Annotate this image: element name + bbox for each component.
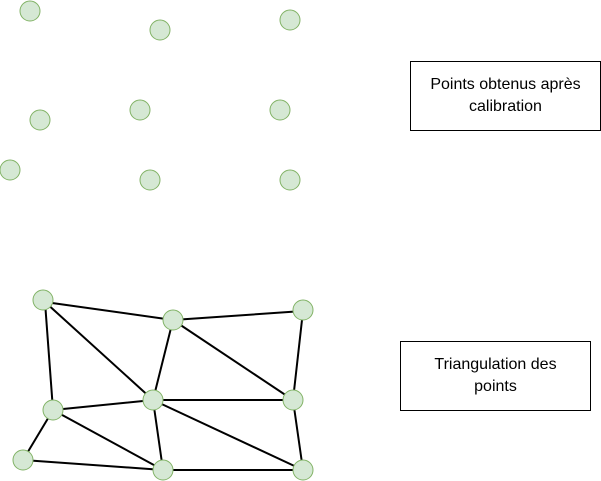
triangulation-edge-7 [292,310,304,401]
triangulation-point-4 [42,399,64,421]
triangulation-edge-3 [44,301,54,411]
calibration-point-6 [269,99,291,121]
triangulation-label-line2: points [474,378,517,395]
calibration-points [0,0,301,191]
calibration-label: Points obtenus après calibration [430,74,580,118]
triangulation-edge-6 [172,319,294,401]
calibration-point-5 [129,99,151,121]
triangulation-point-7 [12,449,34,471]
triangulation-point-1 [32,289,54,311]
triangulation-point-2 [162,309,184,331]
calibration-point-7 [0,159,21,181]
calibration-point-9 [279,169,301,191]
triangulation-edge-8 [52,399,154,411]
calibration-label-line1: Points obtenus après [430,76,581,93]
triangulation-point-9 [292,459,314,481]
triangulation-edge-2 [172,310,304,321]
triangulation-edge-14 [292,399,304,471]
triangulation-label-box: Triangulation des points [400,341,591,411]
triangulation-point-5 [142,389,164,411]
triangulation-edge-1 [44,301,174,321]
calibration-label-line2: calibration [469,98,542,115]
triangulation-edge-4 [44,301,154,401]
triangulation-edge-5 [152,319,174,401]
triangulation-point-3 [292,299,314,321]
calibration-point-1 [19,0,41,22]
calibration-point-8 [139,169,161,191]
calibration-point-3 [279,9,301,31]
calibration-label-box: Points obtenus après calibration [410,61,601,131]
triangulation-label-line1: Triangulation des [434,356,557,373]
triangulation-edge-11 [52,409,164,471]
triangulation-edges [22,301,304,471]
triangulation-label: Triangulation des points [434,354,556,398]
triangulation-edge-12 [152,399,164,471]
calibration-point-4 [29,109,51,131]
triangulation-point-8 [152,459,174,481]
triangulation-edge-15 [22,459,164,471]
calibration-point-2 [149,19,171,41]
triangulation-edge-13 [152,399,304,471]
triangulation-points [12,289,314,481]
triangulation-point-6 [282,389,304,411]
